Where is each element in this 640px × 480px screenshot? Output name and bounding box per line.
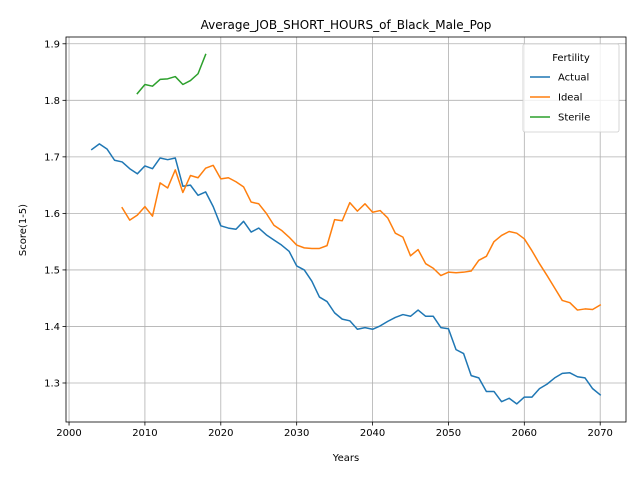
series-line-sterile: [136, 53, 207, 95]
x-tick-label: 2030: [284, 428, 309, 439]
x-tick-label: 2060: [512, 428, 537, 439]
x-tick-label: 2020: [208, 428, 233, 439]
y-tick-label: 1.9: [44, 39, 60, 50]
x-tick-label: 2010: [132, 428, 157, 439]
series-line-ideal: [121, 164, 602, 311]
legend-label-ideal: Ideal: [558, 93, 582, 104]
legend-box: [522, 43, 620, 133]
legend-label-sterile: Sterile: [558, 113, 590, 124]
x-tick-label: 2000: [56, 428, 81, 439]
y-axis-label: Score(1-5): [18, 204, 29, 256]
y-tick-label: 1.3: [44, 378, 60, 389]
series-lines: [90, 53, 602, 405]
x-tick-label: 2070: [587, 428, 612, 439]
x-axis-label: Years: [332, 453, 359, 464]
y-tick-label: 1.8: [44, 96, 60, 107]
legend: Fertility Actual Ideal Sterile: [522, 43, 620, 133]
legend-title: Fertility: [552, 53, 590, 64]
series-line-actual: [90, 143, 602, 405]
y-tick-label: 1.6: [44, 209, 60, 220]
chart-title: Average_JOB_SHORT_HOURS_of_Black_Male_Po…: [201, 18, 492, 32]
y-tick-label: 1.7: [44, 152, 60, 163]
x-tick-label: 2050: [436, 428, 461, 439]
y-tick-label: 1.5: [44, 265, 60, 276]
x-tick-label: 2040: [360, 428, 385, 439]
axis-ticks: 2000 2010 2020 2030 2040 2050 2060 2070 1.3 1.4 1.…: [44, 39, 613, 439]
plot-frame: [65, 36, 627, 423]
y-tick-label: 1.4: [44, 322, 60, 333]
legend-label-actual: Actual: [558, 73, 589, 84]
legend-entries: Actual Ideal Sterile: [530, 73, 590, 124]
